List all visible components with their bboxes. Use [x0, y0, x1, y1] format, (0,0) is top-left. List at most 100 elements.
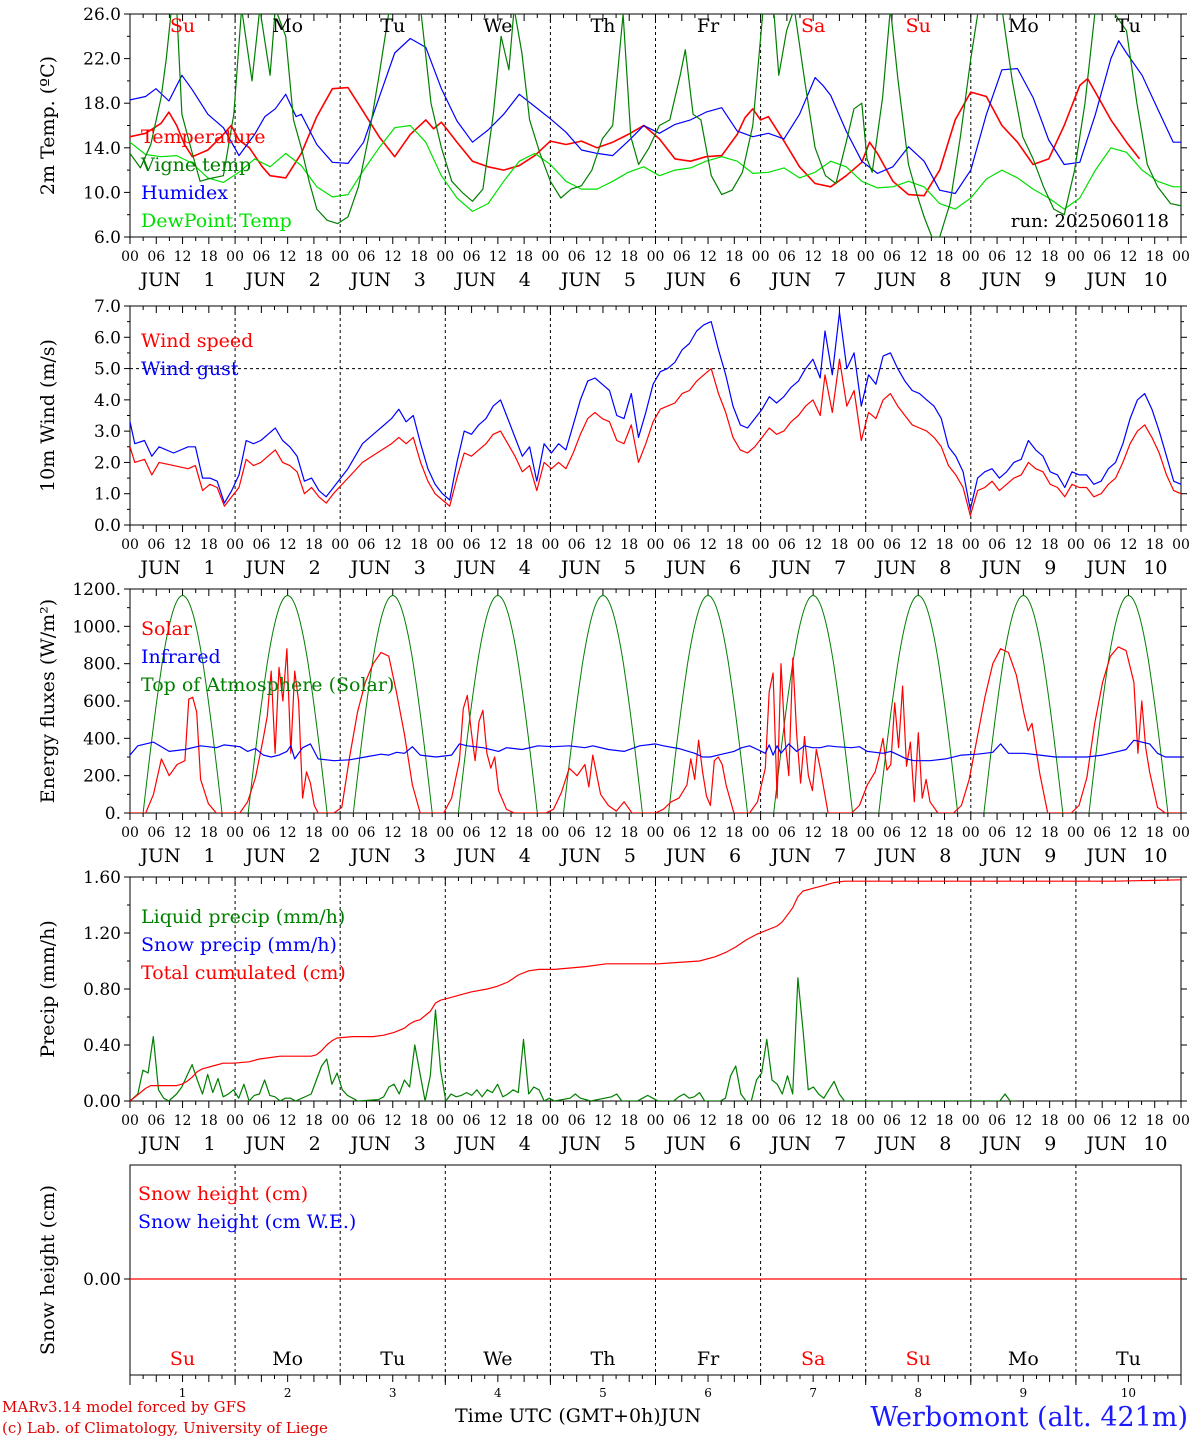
hour-tick-label: 00: [121, 1113, 139, 1129]
y-tick-label: 0.40: [83, 1036, 121, 1056]
date-label: 1: [204, 1133, 216, 1155]
hour-tick-label: 06: [883, 1113, 901, 1129]
hour-tick-label: 18: [831, 1113, 849, 1129]
wind-gust-line: [130, 311, 1181, 510]
hour-tick-label: 18: [831, 825, 849, 841]
hour-tick-label: 06: [568, 537, 586, 553]
hour-tick-label: 00: [1172, 825, 1190, 841]
month-label: JUN: [664, 845, 706, 867]
y-tick-label: 1200.: [72, 580, 121, 600]
month-label: JUN: [1084, 557, 1126, 579]
month-label: JUN: [559, 557, 601, 579]
hour-tick-label: 06: [463, 249, 481, 265]
hour-tick-label: 00: [541, 537, 559, 553]
hour-tick-label: 00: [436, 1113, 454, 1129]
date-label: 6: [729, 557, 741, 579]
hour-tick-label: 00: [962, 825, 980, 841]
infrared-line: [130, 739, 1181, 762]
vigne-temp-line: [130, 14, 1181, 237]
hour-tick-label: 18: [515, 1113, 533, 1129]
hour-tick-label: 06: [1093, 537, 1111, 553]
date-label: 2: [284, 1386, 292, 1400]
day-of-week-label: Tu: [1116, 15, 1141, 37]
hour-tick-label: 18: [1041, 1113, 1059, 1129]
panel-1: 6.0 10.0 14.0 18.0 22.0 26.0 2m Temp. (ºC) Temp…: [37, 5, 1190, 291]
hour-tick-label: 06: [778, 1113, 796, 1129]
hour-tick-label: 00: [647, 537, 665, 553]
hour-tick-label: 00: [857, 1113, 875, 1129]
y-tick-label: 3.0: [94, 422, 121, 442]
month-label: JUN: [979, 557, 1021, 579]
date-label: 1: [204, 269, 216, 291]
y-tick-label: 1.20: [83, 924, 121, 944]
y-tick-label: 1000.: [72, 617, 121, 637]
y-tick-label: 7.0: [94, 297, 121, 317]
hour-tick-label: 00: [962, 1113, 980, 1129]
y-tick-label: 4.0: [94, 391, 121, 411]
hour-tick-label: 12: [699, 537, 717, 553]
hour-tick-label: 18: [515, 249, 533, 265]
date-label: 5: [624, 845, 636, 867]
hour-tick-label: 06: [252, 537, 270, 553]
hour-tick-label: 18: [200, 249, 218, 265]
hour-tick-label: 12: [804, 537, 822, 553]
x-axis-month: JUN: [660, 1405, 701, 1427]
hour-tick-label: 00: [436, 825, 454, 841]
hour-tick-label: 12: [1120, 825, 1138, 841]
y-tick-label: 22.0: [83, 50, 121, 70]
legend-snow-height-cm-w-e: Snow height (cm W.E.): [138, 1211, 356, 1233]
hour-tick-label: 06: [778, 249, 796, 265]
date-label: 5: [624, 269, 636, 291]
date-label: 7: [834, 269, 846, 291]
hour-tick-label: 12: [909, 825, 927, 841]
plot-frame: [129, 13, 1182, 238]
y-tick-label: 18.0: [83, 94, 121, 114]
liquid-precip-mm-h-line: [130, 977, 1016, 1101]
hour-tick-label: 12: [699, 1113, 717, 1129]
date-label: 2: [309, 269, 321, 291]
legend-total-cumulated-cm: Total cumulated (cm): [141, 962, 346, 984]
hour-tick-label: 18: [1041, 537, 1059, 553]
date-label: 9: [1020, 1386, 1028, 1400]
day-of-week-label: Th: [590, 15, 615, 37]
day-of-week-label: We: [483, 15, 512, 37]
hour-tick-label: 18: [725, 249, 743, 265]
hour-tick-label: 00: [962, 537, 980, 553]
date-label: 7: [834, 1133, 846, 1155]
month-label: JUN: [559, 269, 601, 291]
y-tick-label: 14.0: [83, 139, 121, 159]
date-label: 5: [599, 1386, 607, 1400]
hour-tick-label: 00: [1172, 249, 1190, 265]
date-label: 9: [1044, 1133, 1056, 1155]
hour-tick-label: 00: [436, 537, 454, 553]
legend-snow-height-cm: Snow height (cm): [138, 1183, 308, 1205]
hour-tick-label: 00: [857, 249, 875, 265]
hour-tick-label: 18: [936, 825, 954, 841]
date-label: 10: [1143, 269, 1167, 291]
date-label: 8: [914, 1386, 922, 1400]
hour-tick-label: 00: [541, 1113, 559, 1129]
hour-tick-label: 06: [358, 825, 376, 841]
hour-tick-label: 00: [541, 825, 559, 841]
hour-tick-label: 00: [1172, 1113, 1190, 1129]
hour-tick-label: 18: [410, 825, 428, 841]
hour-tick-label: 06: [252, 825, 270, 841]
hour-tick-label: 18: [305, 249, 323, 265]
hour-tick-label: 06: [147, 537, 165, 553]
hour-tick-label: 12: [699, 249, 717, 265]
hour-tick-label: 00: [331, 825, 349, 841]
hour-tick-label: 00: [647, 249, 665, 265]
date-label: 10: [1143, 557, 1167, 579]
hour-tick-label: 06: [1093, 825, 1111, 841]
y-tick-label: 400.: [83, 729, 121, 749]
hour-tick-label: 18: [200, 825, 218, 841]
month-label: JUN: [138, 1133, 180, 1155]
hour-tick-label: 00: [121, 249, 139, 265]
hour-tick-label: 00: [1067, 249, 1085, 265]
month-label: JUN: [454, 269, 496, 291]
hour-tick-label: 12: [279, 825, 297, 841]
hour-tick-label: 00: [226, 825, 244, 841]
y-tick-label: 200.: [83, 767, 121, 787]
hour-tick-label: 06: [778, 537, 796, 553]
